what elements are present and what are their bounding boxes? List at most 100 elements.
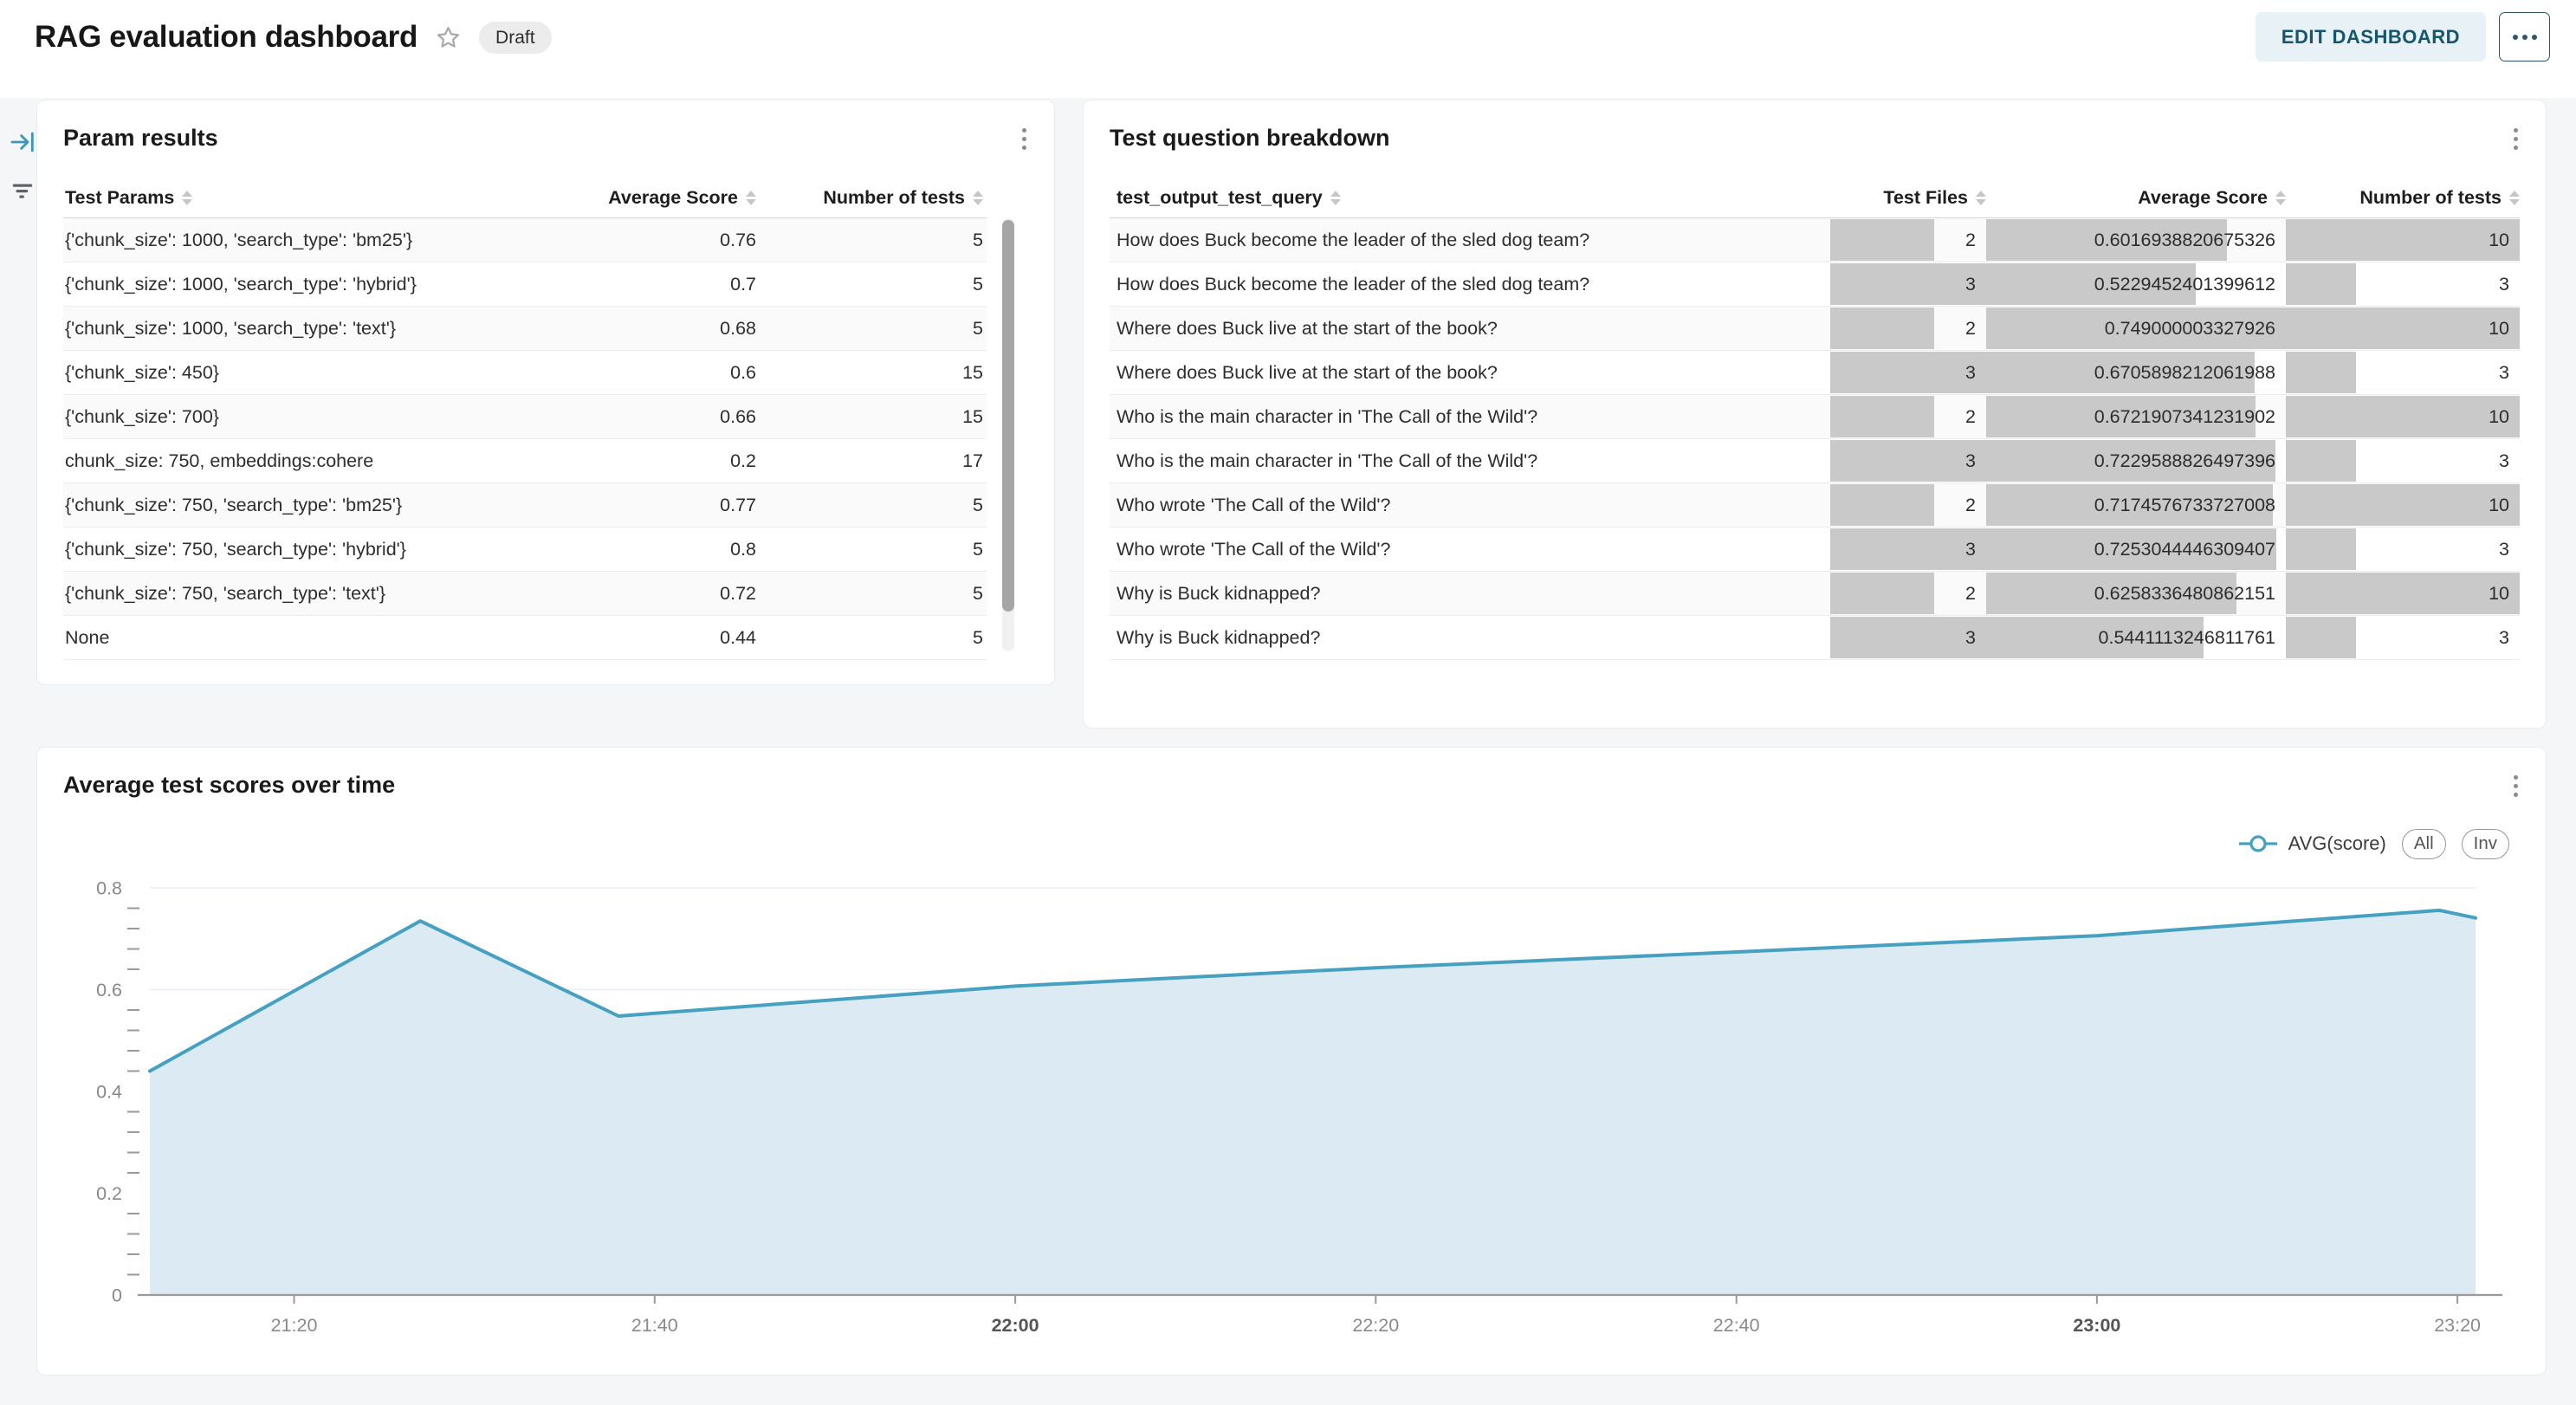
cell-average-score: 0.2: [730, 450, 756, 471]
sort-icon: [746, 190, 756, 205]
svg-text:21:40: 21:40: [631, 1315, 678, 1336]
data-bar: [2286, 396, 2520, 437]
svg-text:23:20: 23:20: [2434, 1315, 2481, 1336]
header-more-button[interactable]: [2499, 12, 2550, 62]
svg-text:0.4: 0.4: [96, 1082, 122, 1103]
sort-icon: [2509, 190, 2520, 205]
cell-test-files: 3: [1830, 351, 1986, 394]
cell-test-files: 2: [1830, 307, 1986, 350]
filter-icon[interactable]: [7, 175, 38, 206]
cell-number-of-tests: 3: [2286, 439, 2520, 482]
data-bar: [1830, 308, 1934, 349]
cell-number-of-tests: 10: [2286, 483, 2520, 527]
cell-number-of-tests: 10: [2286, 572, 2520, 615]
app-header: RAG evaluation dashboard Draft EDIT DASH…: [0, 0, 2576, 98]
data-bar: [2286, 484, 2520, 526]
test-question-breakdown-table: test_output_test_query Test Files Averag…: [1110, 178, 2520, 660]
data-bar: [2286, 528, 2356, 570]
table-row: Who wrote 'The Call of the Wild'? 2 0.7174…: [1110, 483, 2520, 528]
table-row: {'chunk_size': 1000, 'search_type': 'tex…: [63, 307, 987, 351]
cell-test-params: {'chunk_size': 450}: [65, 361, 219, 383]
cell-average-score: 0.7: [730, 273, 756, 295]
cell-query: Where does Buck live at the start of the…: [1116, 361, 1498, 383]
table-row: Where does Buck live at the start of the…: [1110, 307, 2520, 351]
panel-menu-kebab-icon[interactable]: [2510, 125, 2521, 153]
cell-number-of-tests: 15: [962, 405, 983, 427]
cell-average-score: 0.749000003327926: [1986, 307, 2286, 350]
page-title: RAG evaluation dashboard: [35, 20, 418, 54]
svg-text:0.2: 0.2: [96, 1183, 122, 1204]
cell-number-of-tests: 5: [973, 273, 983, 295]
svg-text:0.8: 0.8: [96, 878, 122, 899]
table-row: How does Buck become the leader of the s…: [1110, 218, 2520, 262]
table-row: {'chunk_size': 750, 'search_type': 'text…: [63, 572, 987, 616]
panel-menu-kebab-icon[interactable]: [2510, 772, 2521, 800]
table-scrollbar-track: [1002, 218, 1014, 651]
column-header-test-files[interactable]: Test Files: [1830, 187, 1986, 209]
cell-test-files: 3: [1830, 439, 1986, 482]
cell-number-of-tests: 10: [2286, 307, 2520, 350]
legend-series-avg-score[interactable]: AVG(score): [2238, 832, 2386, 855]
param-results-table: Test Params Average Score Number of test…: [63, 178, 1028, 660]
table-scrollbar-thumb[interactable]: [1002, 220, 1014, 612]
column-header-test-output-test-query[interactable]: test_output_test_query: [1110, 187, 1830, 209]
cell-test-params: None: [65, 626, 110, 648]
column-header-number-of-tests[interactable]: Number of tests: [760, 187, 987, 209]
table-row: {'chunk_size': 750, 'search_type': 'bm25…: [63, 483, 987, 528]
sort-icon: [1976, 190, 1986, 205]
edit-dashboard-button[interactable]: EDIT DASHBOARD: [2255, 12, 2486, 62]
column-header-average-score[interactable]: Average Score: [1986, 187, 2286, 209]
cell-average-score: 0.7253044446309407: [1986, 528, 2286, 571]
table-row: How does Buck become the leader of the s…: [1110, 262, 2520, 307]
column-header-test-params[interactable]: Test Params: [63, 187, 543, 209]
status-badge: Draft: [479, 21, 552, 54]
cell-average-score: 0.6016938820675326: [1986, 218, 2286, 262]
svg-text:23:00: 23:00: [2073, 1315, 2120, 1336]
favorite-star-icon[interactable]: [435, 24, 462, 51]
cell-test-files: 3: [1830, 528, 1986, 571]
cell-test-params: chunk_size: 750, embeddings:cohere: [65, 450, 374, 471]
cell-average-score: 0.8: [730, 538, 756, 560]
table-row: {'chunk_size': 1000, 'search_type': 'bm2…: [63, 218, 987, 262]
ellipsis-icon: [2512, 34, 2518, 40]
cell-average-score: 0.72: [720, 582, 756, 604]
cell-number-of-tests: 15: [962, 361, 983, 383]
panel-title: Average test scores over time: [63, 772, 396, 798]
panel-menu-kebab-icon[interactable]: [1019, 125, 1030, 153]
legend-inv-button[interactable]: Inv: [2461, 829, 2509, 859]
chart-legend: AVG(score) All Inv: [2238, 829, 2509, 859]
table-row: Why is Buck kidnapped? 2 0.625833648086215…: [1110, 572, 2520, 616]
data-bar: [1986, 440, 2275, 482]
svg-text:21:20: 21:20: [271, 1315, 318, 1336]
column-header-number-of-tests[interactable]: Number of tests: [2286, 187, 2520, 209]
svg-text:0: 0: [112, 1285, 122, 1306]
column-header-average-score[interactable]: Average Score: [543, 187, 760, 209]
data-bar: [2286, 352, 2356, 393]
table-header-row: test_output_test_query Test Files Averag…: [1110, 178, 2520, 218]
data-bar: [1986, 528, 2277, 570]
cell-average-score: 0.77: [720, 494, 756, 515]
legend-all-button[interactable]: All: [2401, 829, 2446, 859]
data-bar: [1986, 484, 2274, 526]
cell-query: Who is the main character in 'The Call o…: [1116, 450, 1538, 471]
cell-query: Where does Buck live at the start of the…: [1116, 317, 1498, 339]
cell-average-score: 0.76: [720, 229, 756, 250]
cell-test-files: 3: [1830, 262, 1986, 306]
cell-average-score: 0.68: [720, 317, 756, 339]
cell-query: Why is Buck kidnapped?: [1116, 626, 1321, 648]
scores-area-chart-plot[interactable]: 0 0.2 0.4 0.6 0.8 21:20 21:40 22:00 22:20 22:40 23…: [37, 748, 2547, 1376]
param-results-panel: Param results Test Params Average Score …: [36, 100, 1055, 685]
data-bar: [1830, 484, 1934, 526]
data-bar: [2286, 617, 2356, 658]
cell-average-score: 0.44: [720, 626, 756, 648]
data-bar: [1830, 396, 1934, 437]
data-bar: [2286, 573, 2520, 614]
cell-test-files: 2: [1830, 483, 1986, 527]
data-bar: [2286, 308, 2520, 349]
data-bar: [2286, 263, 2356, 305]
data-bar: [1986, 617, 2204, 658]
collapse-panel-icon[interactable]: [7, 126, 38, 158]
cell-number-of-tests: 5: [973, 582, 983, 604]
data-bar: [1986, 573, 2237, 614]
test-question-breakdown-panel: Test question breakdown test_output_test…: [1083, 100, 2547, 728]
